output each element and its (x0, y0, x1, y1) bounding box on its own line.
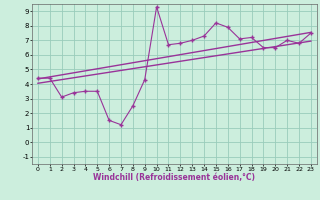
X-axis label: Windchill (Refroidissement éolien,°C): Windchill (Refroidissement éolien,°C) (93, 173, 255, 182)
